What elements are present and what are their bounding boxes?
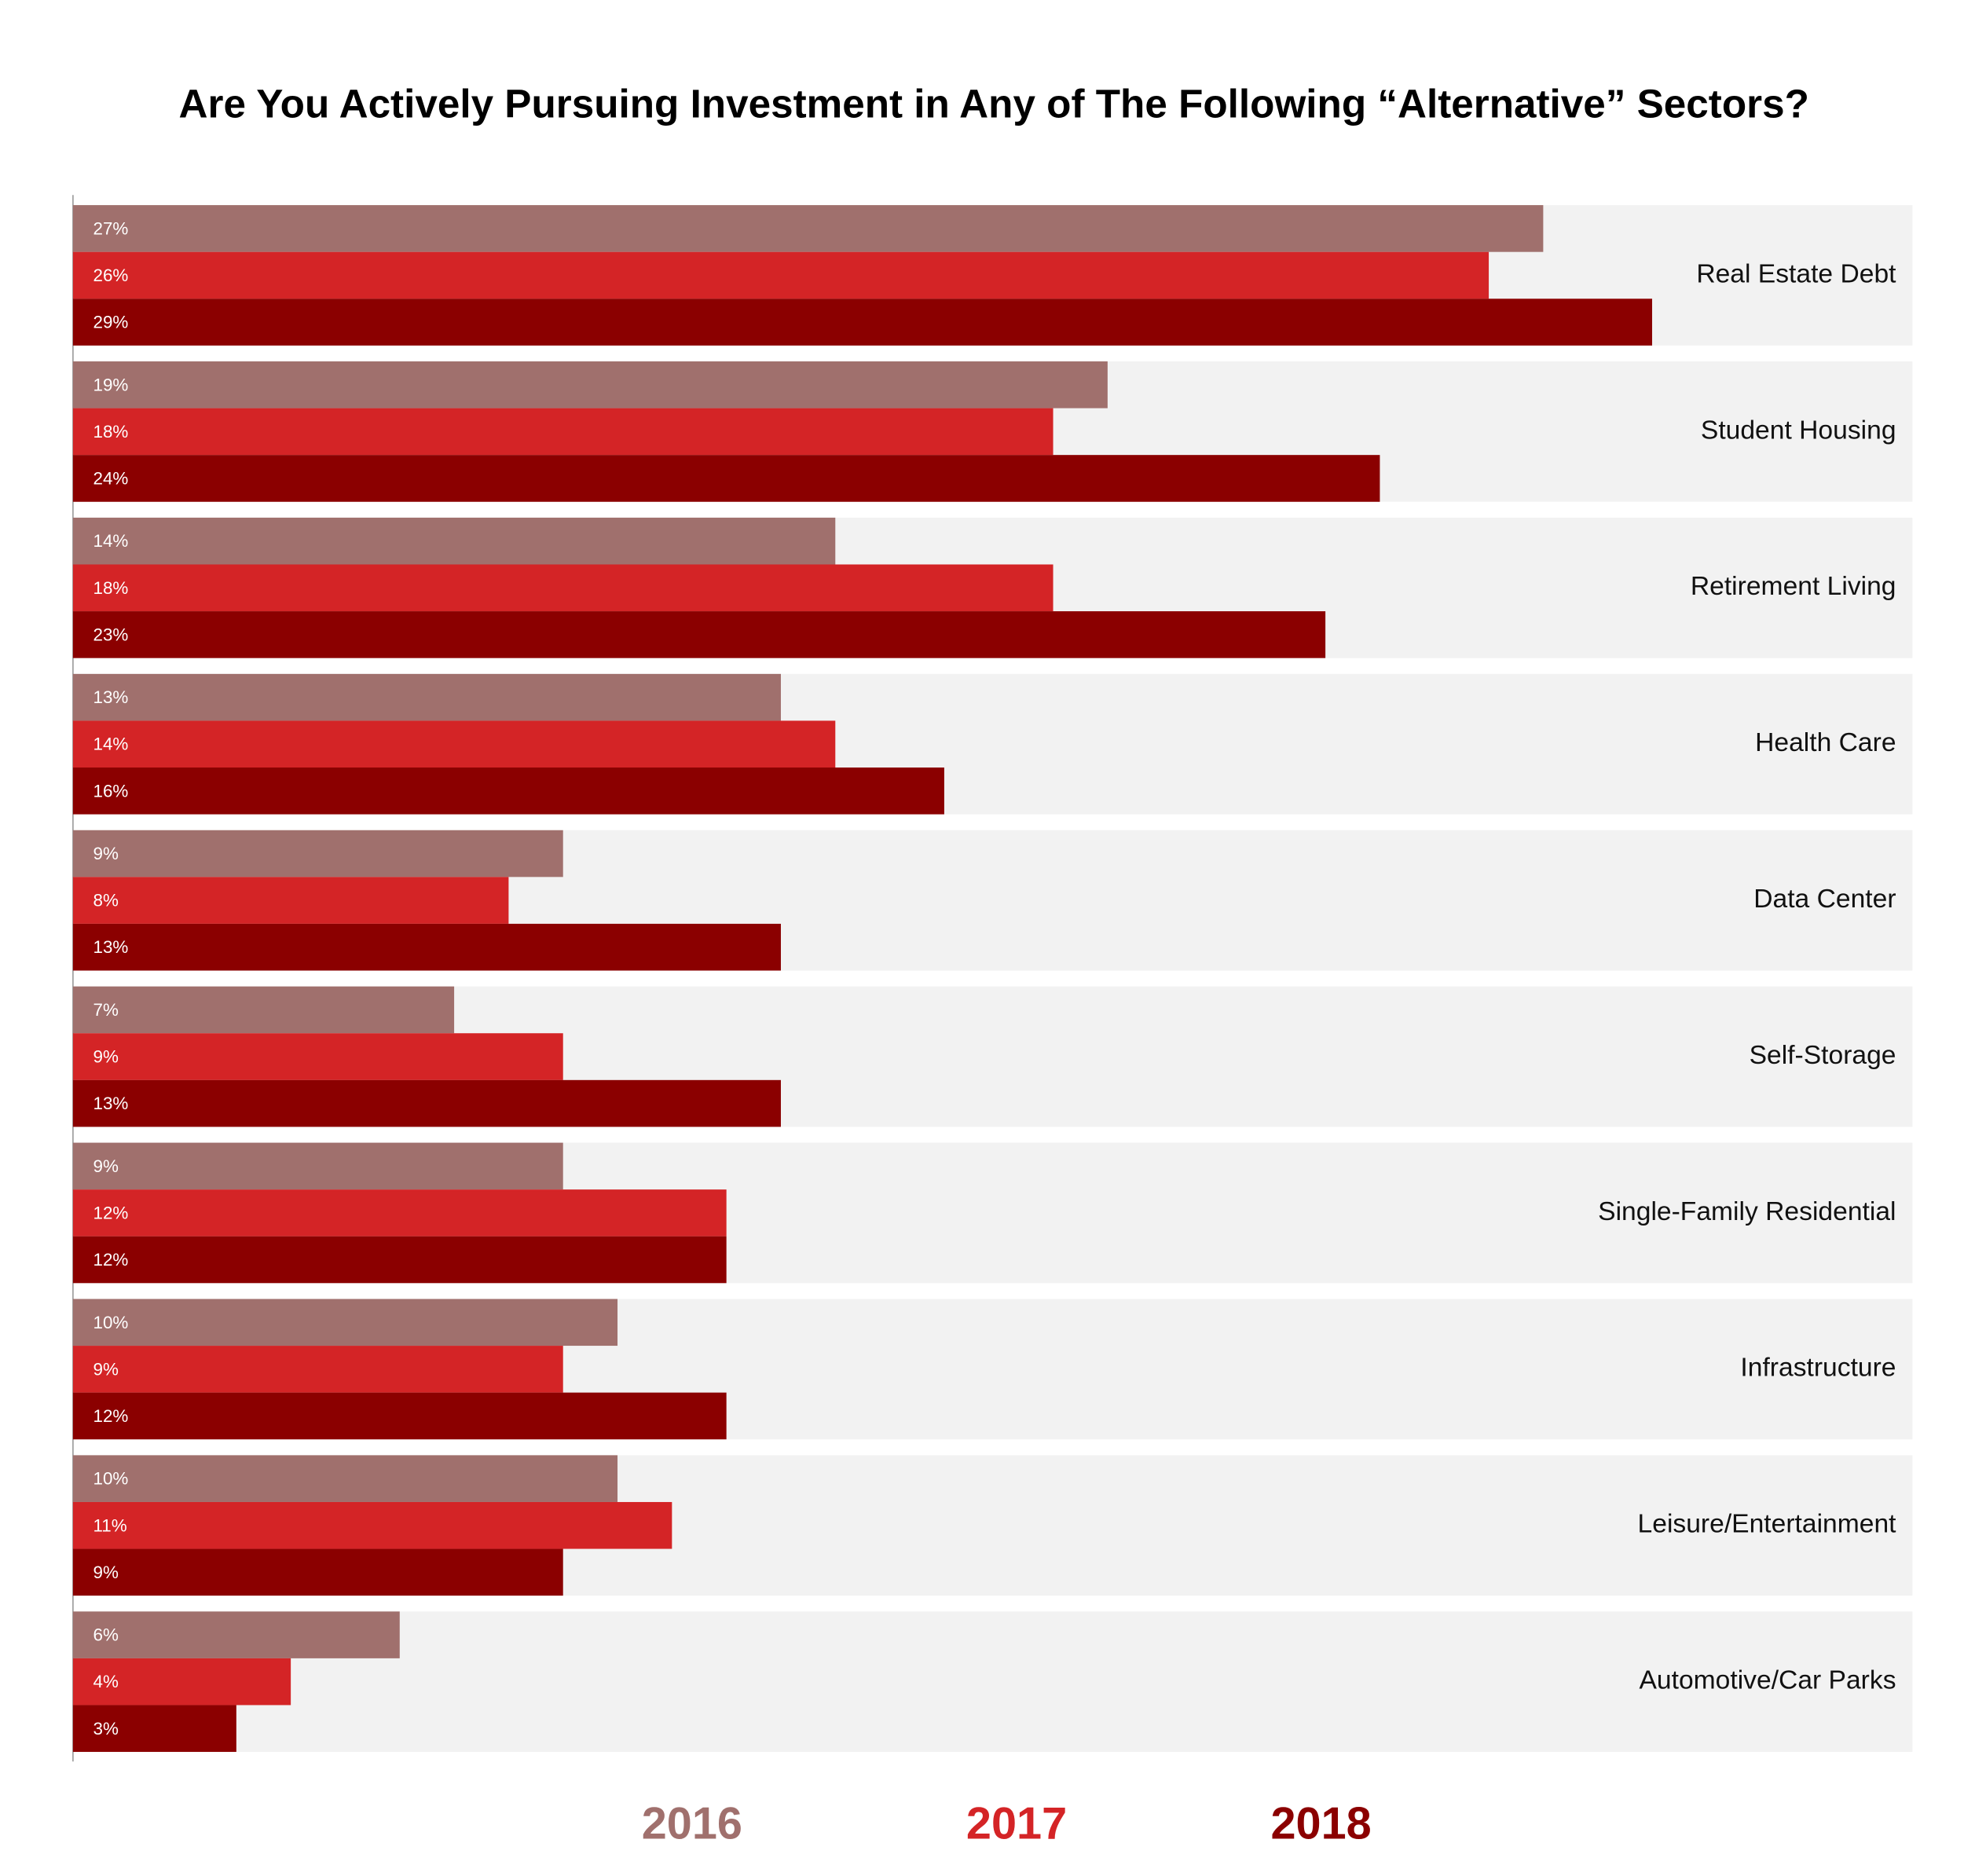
value-label: 29% bbox=[93, 313, 129, 332]
value-label: 4% bbox=[93, 1672, 119, 1691]
bar bbox=[72, 767, 944, 815]
category-label: Self-Storage bbox=[1750, 1041, 1896, 1070]
value-label: 9% bbox=[93, 1156, 119, 1176]
bar bbox=[72, 1392, 727, 1440]
legend-label: 2017 bbox=[966, 1799, 1067, 1849]
value-label: 9% bbox=[93, 1359, 119, 1379]
bar bbox=[72, 923, 781, 971]
value-label: 14% bbox=[93, 531, 129, 551]
value-label: 9% bbox=[93, 1563, 119, 1582]
value-label: 13% bbox=[93, 1094, 129, 1113]
chart-title: Are You Actively Pursuing Investment in … bbox=[179, 82, 1809, 126]
value-label: 12% bbox=[93, 1406, 129, 1426]
bar bbox=[72, 564, 1053, 612]
bar bbox=[72, 1705, 236, 1753]
bar bbox=[72, 1079, 781, 1127]
value-label: 26% bbox=[93, 266, 129, 285]
value-label: 18% bbox=[93, 422, 129, 442]
value-label: 27% bbox=[93, 218, 129, 238]
value-label: 9% bbox=[93, 1047, 119, 1067]
bar bbox=[72, 1611, 400, 1658]
bar bbox=[72, 673, 781, 721]
category-label: Student Housing bbox=[1701, 416, 1896, 445]
bar bbox=[72, 251, 1489, 299]
bar bbox=[72, 1346, 563, 1393]
value-label: 18% bbox=[93, 578, 129, 598]
value-label: 10% bbox=[93, 1313, 129, 1332]
category-label: Automotive/Car Parks bbox=[1639, 1666, 1896, 1695]
legend-label: 2018 bbox=[1270, 1799, 1371, 1849]
category-label: Infrastructure bbox=[1740, 1354, 1896, 1383]
bar bbox=[72, 1189, 727, 1237]
value-label: 14% bbox=[93, 735, 129, 754]
bar bbox=[72, 1501, 672, 1549]
bar bbox=[72, 986, 455, 1034]
category-label: Single-Family Residential bbox=[1598, 1197, 1896, 1226]
value-label: 23% bbox=[93, 625, 129, 644]
value-label: 10% bbox=[93, 1469, 129, 1489]
bar bbox=[72, 1658, 291, 1706]
bar bbox=[72, 517, 836, 565]
value-label: 3% bbox=[93, 1719, 119, 1739]
category-label: Health Care bbox=[1755, 728, 1896, 757]
bar bbox=[72, 205, 1544, 252]
bar bbox=[72, 877, 509, 924]
bar bbox=[72, 1299, 618, 1347]
category-label: Leisure/Entertainment bbox=[1638, 1510, 1897, 1539]
bar bbox=[72, 299, 1653, 346]
bar bbox=[72, 408, 1053, 456]
value-label: 7% bbox=[93, 1000, 119, 1020]
bar bbox=[72, 1033, 563, 1080]
value-label: 24% bbox=[93, 468, 129, 488]
value-label: 13% bbox=[93, 687, 129, 707]
category-label: Retirement Living bbox=[1691, 572, 1896, 601]
category-label: Real Estate Debt bbox=[1696, 259, 1896, 288]
value-label: 12% bbox=[93, 1203, 129, 1222]
bar bbox=[72, 361, 1108, 409]
value-label: 6% bbox=[93, 1625, 119, 1645]
category-label: Data Center bbox=[1753, 885, 1896, 914]
value-label: 8% bbox=[93, 891, 119, 911]
value-label: 19% bbox=[93, 375, 129, 394]
value-label: 12% bbox=[93, 1250, 129, 1270]
bar bbox=[72, 611, 1326, 658]
legend-label: 2016 bbox=[642, 1799, 742, 1849]
value-label: 13% bbox=[93, 937, 129, 957]
value-label: 9% bbox=[93, 844, 119, 863]
bar bbox=[72, 830, 563, 878]
bar bbox=[72, 455, 1380, 502]
bar bbox=[72, 1236, 727, 1284]
bar bbox=[72, 1548, 563, 1596]
bar bbox=[72, 720, 836, 768]
bar bbox=[72, 1142, 563, 1190]
value-label: 16% bbox=[93, 781, 129, 801]
value-label: 11% bbox=[93, 1515, 127, 1535]
bar bbox=[72, 1455, 618, 1502]
